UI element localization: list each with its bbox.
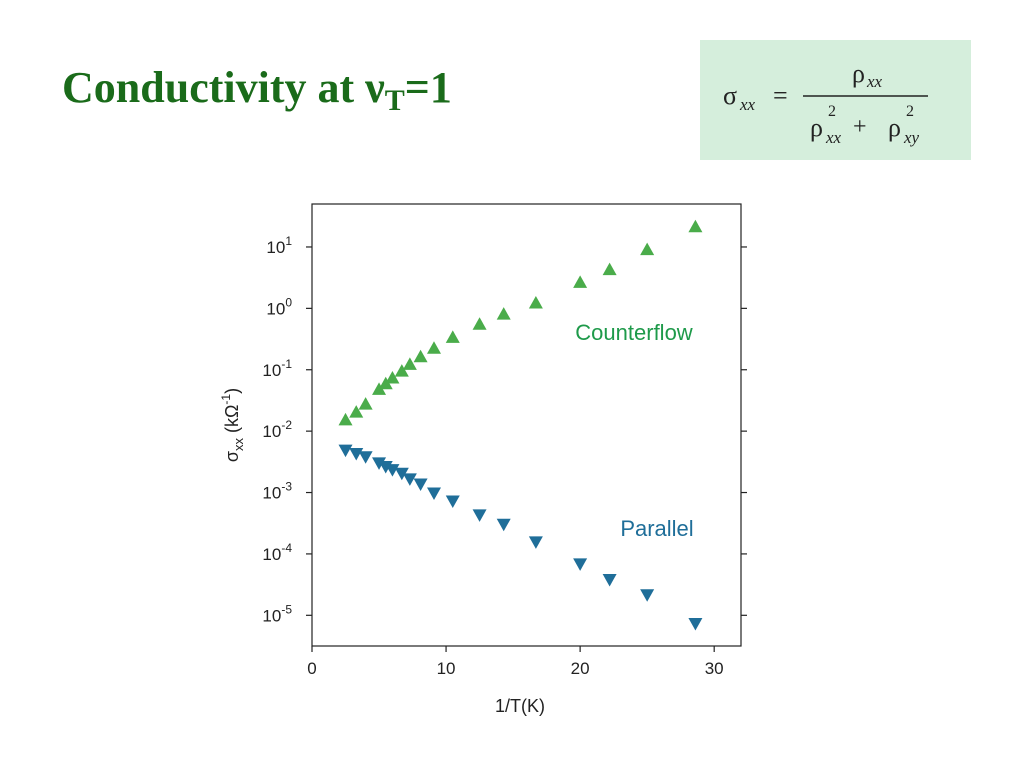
formula-den-sub-1: xx xyxy=(825,128,842,147)
counterflow-point xyxy=(688,219,703,233)
parallel-point xyxy=(472,509,487,522)
series-label-counterflow: Counterflow xyxy=(575,320,693,345)
y-axis-units: (kΩ xyxy=(222,405,242,433)
counterflow-point xyxy=(573,275,588,288)
y-axis-symbol: σ xyxy=(222,451,242,462)
y-tick-label: 10-5 xyxy=(262,602,292,625)
y-axis-units-close: ) xyxy=(222,388,242,394)
y-axis-title: σxx (kΩ-1) xyxy=(219,388,246,462)
parallel-point xyxy=(496,518,511,532)
formula: σ xx = ρ xx ρ 2 xx + ρ 2 xy xyxy=(723,59,928,147)
counterflow-point xyxy=(385,371,400,384)
formula-den-sup-1: 2 xyxy=(828,103,836,120)
counterflow-point xyxy=(394,364,409,377)
parallel-point xyxy=(358,451,373,464)
y-tick-label: 10-2 xyxy=(262,418,292,441)
formula-numerator-subscript: xx xyxy=(866,72,883,91)
parallel-point xyxy=(338,444,353,458)
x-tick-label: 30 xyxy=(705,659,724,678)
counterflow-point xyxy=(349,405,364,418)
counterflow-point xyxy=(402,357,417,370)
y-axis-units-sup: -1 xyxy=(219,394,233,405)
y-tick-label: 10-4 xyxy=(262,541,292,564)
x-tick-label: 10 xyxy=(437,659,456,678)
formula-den-sub-2: xy xyxy=(903,128,920,147)
parallel-point xyxy=(640,589,655,602)
parallel-point xyxy=(688,617,703,631)
counterflow-point xyxy=(602,262,617,276)
x-tick-label: 0 xyxy=(307,659,316,678)
y-axis-subscript: xx xyxy=(231,438,246,452)
parallel-point xyxy=(528,536,543,549)
counterflow-point xyxy=(426,341,441,354)
x-axis: 0 10 20 30 xyxy=(307,646,724,678)
counterflow-point xyxy=(496,307,511,320)
formula-lhs-subscript: xx xyxy=(739,95,756,114)
counterflow-point xyxy=(445,330,460,343)
formula-box: σ xx = ρ xx ρ 2 xx + ρ 2 xy xyxy=(700,40,971,160)
formula-den-symbol-1: ρ xyxy=(810,113,823,142)
title-suffix: =1 xyxy=(404,63,452,112)
slide-title: Conductivity at νT=1 xyxy=(62,62,452,118)
counterflow-point xyxy=(640,242,655,256)
title-prefix: Conductivity at ν xyxy=(62,63,385,112)
parallel-point xyxy=(445,495,460,509)
formula-den-sup-2: 2 xyxy=(906,103,914,120)
y-axis: 101 100 10-1 10-2 10-3 10-4 10-5 xyxy=(262,234,747,625)
parallel-point xyxy=(573,558,588,571)
x-axis-title: 1/T(K) xyxy=(495,696,545,716)
parallel-point xyxy=(378,461,393,474)
parallel-point xyxy=(349,448,364,461)
formula-den-operator: + xyxy=(853,114,867,140)
parallel-point xyxy=(394,467,409,481)
parallel-point xyxy=(602,574,617,587)
y-tick-label: 100 xyxy=(266,295,292,318)
y-tick-label: 10-3 xyxy=(262,480,292,503)
formula-den-symbol-2: ρ xyxy=(888,113,901,142)
plot-frame xyxy=(311,203,742,647)
formula-equals: = xyxy=(773,81,788,110)
counterflow-point xyxy=(413,349,428,363)
counterflow-point xyxy=(528,296,543,309)
series-label-parallel: Parallel xyxy=(620,516,693,541)
parallel-point xyxy=(372,457,387,470)
title-subscript: T xyxy=(384,84,405,117)
counterflow-point xyxy=(338,412,353,426)
parallel-point xyxy=(426,487,441,501)
counterflow-point xyxy=(472,317,487,330)
y-tick-label: 10-1 xyxy=(262,357,292,380)
formula-lhs-symbol: σ xyxy=(723,81,737,110)
data-points xyxy=(338,219,703,631)
formula-numerator-symbol: ρ xyxy=(852,59,865,88)
parallel-point xyxy=(385,464,400,477)
parallel-point xyxy=(413,478,428,492)
counterflow-point xyxy=(372,382,387,395)
x-tick-label: 20 xyxy=(571,659,590,678)
counterflow-point xyxy=(358,397,373,410)
y-tick-label: 101 xyxy=(266,234,292,257)
parallel-point xyxy=(402,473,417,486)
